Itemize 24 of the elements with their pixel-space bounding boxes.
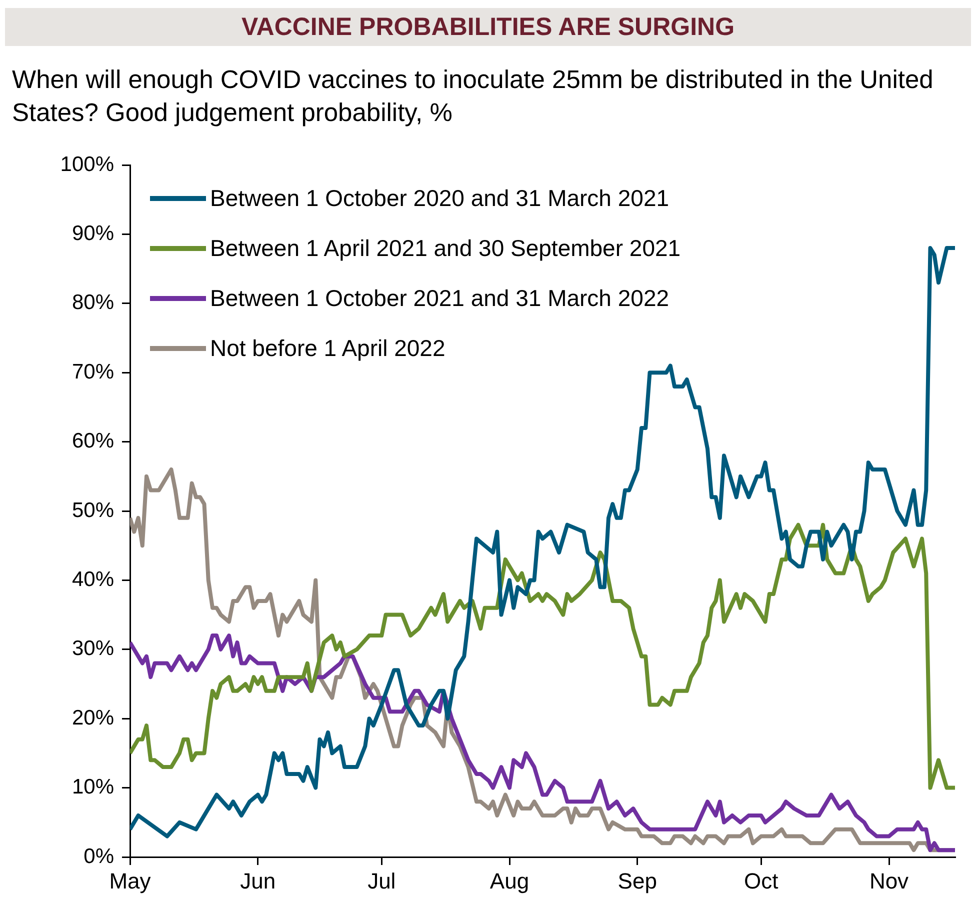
y-tick-label: 10% — [72, 776, 114, 799]
x-tick-label: Sep — [618, 868, 657, 894]
x-tick-label: May — [109, 868, 151, 894]
x-tick-label: Jul — [368, 868, 396, 894]
chart-title: VACCINE PROBABILITIES ARE SURGING — [5, 8, 971, 46]
y-tick-label: 90% — [72, 222, 114, 245]
y-tick-label: 30% — [72, 637, 114, 660]
legend-label: Between 1 October 2021 and 31 March 2022 — [210, 284, 670, 312]
legend-label: Not before 1 April 2022 — [210, 334, 446, 362]
y-tick-label: 20% — [72, 706, 114, 730]
y-tick-label: 50% — [72, 498, 114, 522]
x-tick-label: Nov — [869, 868, 909, 894]
chart-subtitle: When will enough COVID vaccines to inoculate 25mm be distributed in the United States? Good judgement probability, % — [12, 65, 934, 129]
y-tick-label: 80% — [72, 291, 114, 314]
x-tick-label: Oct — [744, 868, 778, 894]
y-tick-label: 40% — [72, 568, 114, 591]
y-tick-label: 100% — [60, 152, 114, 176]
x-tick-label: Jun — [240, 868, 276, 894]
y-tick-label: 60% — [72, 430, 114, 453]
legend-label: Between 1 October 2020 and 31 March 2021 — [210, 184, 670, 212]
legend-label: Between 1 April 2021 and 30 September 2021 — [210, 234, 681, 262]
y-tick-label: 0% — [84, 844, 114, 868]
x-tick-label: Aug — [490, 868, 530, 894]
y-tick-label: 70% — [72, 360, 114, 384]
